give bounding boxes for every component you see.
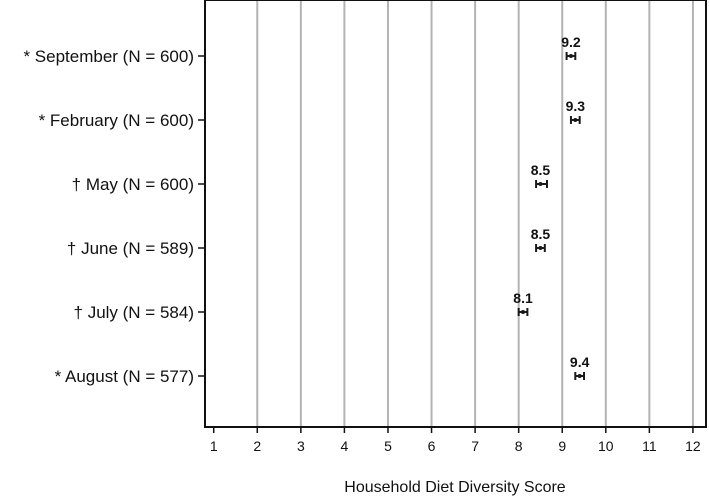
mean-point: [521, 310, 526, 314]
x-ticks: 1 2 3 4 5 6 7 8 9 10 11 12: [210, 427, 701, 454]
row-label: † May (N = 600): [72, 175, 194, 194]
x-tick-label: 2: [253, 438, 261, 454]
value-label: 9.3: [566, 98, 586, 114]
x-tick-label: 1: [210, 438, 218, 454]
x-tick-label: 3: [297, 438, 305, 454]
x-tick-label: 4: [341, 438, 349, 454]
mean-point: [538, 182, 543, 186]
x-tick-label: 9: [558, 438, 566, 454]
x-tick-label: 5: [384, 438, 392, 454]
value-label: 8.5: [531, 226, 551, 242]
row-label: * February (N = 600): [39, 111, 194, 130]
x-tick-label: 10: [598, 438, 614, 454]
mean-point: [568, 54, 573, 58]
mean-point: [538, 246, 543, 250]
value-label: 9.2: [561, 34, 581, 50]
row-label: * September (N = 600): [23, 47, 194, 66]
x-tick-label: 8: [515, 438, 523, 454]
labels: * September (N = 600) 9.2 * February (N = …: [23, 34, 589, 386]
plot-frame: [204, 0, 707, 428]
gridlines: [256, 1, 694, 426]
value-label: 8.1: [513, 290, 533, 306]
error-bars: [517, 52, 586, 380]
x-tick-label: 12: [685, 438, 701, 454]
row-label: † June (N = 589): [67, 239, 194, 258]
mean-point: [573, 118, 578, 122]
x-axis-title: Household Diet Diversity Score: [344, 479, 566, 496]
value-label: 8.5: [531, 162, 551, 178]
y-ticks: [198, 55, 205, 377]
mean-point: [577, 374, 582, 378]
x-tick-label: 7: [471, 438, 479, 454]
x-tick-label: 11: [642, 438, 657, 454]
value-label: 9.4: [570, 354, 590, 370]
x-tick-label: 6: [428, 438, 436, 454]
row-label: † July (N = 584): [74, 303, 194, 322]
row-label: * August (N = 577): [55, 367, 194, 386]
